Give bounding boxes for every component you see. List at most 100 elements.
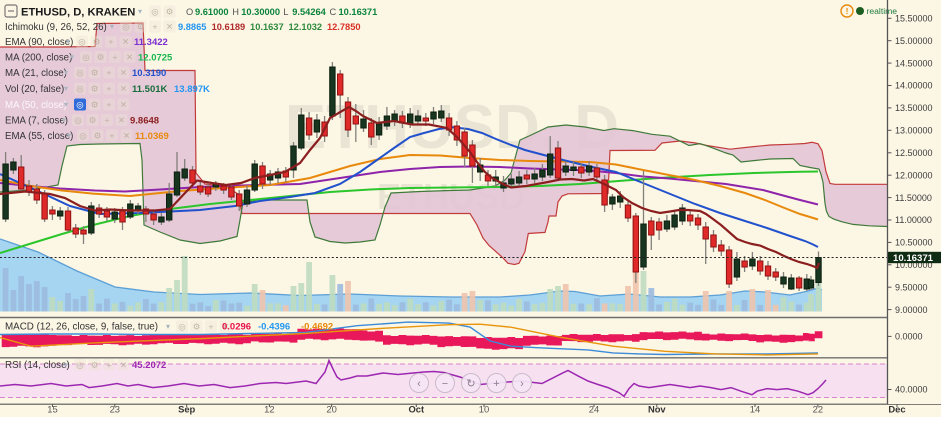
svg-text:+: + <box>107 84 112 94</box>
svg-text:⚙: ⚙ <box>166 7 174 17</box>
svg-text:◎: ◎ <box>76 68 84 78</box>
svg-text:⚙: ⚙ <box>91 100 99 110</box>
svg-text:45.2072: 45.2072 <box>132 360 166 371</box>
svg-text:12.00000: 12.00000 <box>895 170 933 180</box>
svg-text:◎: ◎ <box>76 84 84 94</box>
svg-text:11.50000: 11.50000 <box>895 193 932 203</box>
svg-text:⚙: ⚙ <box>91 68 99 78</box>
svg-text:◎: ◎ <box>122 22 130 32</box>
svg-text:◎: ◎ <box>74 115 82 125</box>
svg-text:10.16371: 10.16371 <box>893 253 934 264</box>
svg-text:⚙: ⚙ <box>91 360 99 370</box>
svg-text:9.8648: 9.8648 <box>130 115 159 126</box>
svg-text:✕: ✕ <box>123 131 130 141</box>
svg-text:+: + <box>209 322 214 332</box>
svg-text:+: + <box>105 115 110 125</box>
svg-text:10.16371: 10.16371 <box>339 7 378 17</box>
svg-text:+: + <box>113 52 118 62</box>
svg-text:⚙: ⚙ <box>193 322 201 332</box>
svg-text:10.1637: 10.1637 <box>250 22 284 32</box>
svg-text:⚙: ⚙ <box>137 22 145 32</box>
svg-text:Vol (20, false): Vol (20, false) <box>5 84 64 95</box>
svg-text:+: + <box>109 37 114 47</box>
svg-text:◎: ◎ <box>78 37 86 47</box>
svg-text:▾: ▾ <box>138 7 142 16</box>
svg-text:▾: ▾ <box>166 322 170 331</box>
svg-text:+: + <box>153 22 158 32</box>
svg-text:10.6189: 10.6189 <box>212 22 246 32</box>
svg-text:10.30000: 10.30000 <box>241 7 280 17</box>
svg-text:-0.4396: -0.4396 <box>258 322 290 333</box>
svg-text:◎: ◎ <box>76 100 84 110</box>
svg-text:9.50000: 9.50000 <box>895 282 928 292</box>
svg-text:›: › <box>520 378 524 390</box>
svg-text:MACD (12, 26, close, 9, false,: MACD (12, 26, close, 9, false, true) <box>5 322 158 333</box>
svg-text:◎: ◎ <box>76 360 84 370</box>
svg-text:MA (200, close): MA (200, close) <box>5 52 72 63</box>
svg-text:−: − <box>442 378 448 390</box>
svg-text:40.0000: 40.0000 <box>895 385 928 395</box>
svg-text:12.1032: 12.1032 <box>289 22 323 32</box>
svg-text:✕: ✕ <box>120 100 127 110</box>
svg-text:9.54264: 9.54264 <box>292 7 326 17</box>
svg-text:✕: ✕ <box>120 84 127 94</box>
svg-text:9.00000: 9.00000 <box>895 305 928 315</box>
svg-text:C: C <box>330 7 337 17</box>
svg-text:◎: ◎ <box>151 7 159 17</box>
svg-text:▾: ▾ <box>62 116 66 125</box>
svg-text:⚙: ⚙ <box>89 115 97 125</box>
svg-text:✕: ✕ <box>120 68 127 78</box>
svg-text:◎: ◎ <box>79 131 87 141</box>
svg-text:13.50000: 13.50000 <box>895 103 933 113</box>
svg-text:L: L <box>283 7 288 17</box>
svg-text:10.50000: 10.50000 <box>895 238 933 248</box>
svg-text:O: O <box>186 7 193 17</box>
svg-text:✕: ✕ <box>118 115 125 125</box>
svg-text:+: + <box>110 131 115 141</box>
svg-text:✕: ✕ <box>122 37 129 47</box>
svg-text:13.897K: 13.897K <box>174 84 210 95</box>
svg-text:EMA (7, close): EMA (7, close) <box>5 115 68 126</box>
svg-text:-0.4692: -0.4692 <box>301 322 333 333</box>
svg-text:◎: ◎ <box>178 322 186 332</box>
svg-text:10.3190: 10.3190 <box>132 68 166 79</box>
svg-text:⚙: ⚙ <box>91 84 99 94</box>
svg-text:Ichimoku (9, 26, 52, 26): Ichimoku (9, 26, 52, 26) <box>5 22 107 33</box>
svg-text:+: + <box>107 360 112 370</box>
svg-text:MA (50, close): MA (50, close) <box>5 100 67 111</box>
svg-text:12.0725: 12.0725 <box>138 52 173 63</box>
svg-text:11.0369: 11.0369 <box>135 131 169 142</box>
svg-text:▾: ▾ <box>64 100 68 109</box>
svg-text:▾: ▾ <box>70 53 74 62</box>
svg-text:◎: ◎ <box>82 52 90 62</box>
svg-text:▾: ▾ <box>67 131 71 140</box>
svg-text:‹: ‹ <box>417 378 421 390</box>
svg-text:EMA (55, close): EMA (55, close) <box>5 131 73 142</box>
svg-text:+: + <box>107 100 112 110</box>
svg-text:9.8865: 9.8865 <box>178 22 206 32</box>
svg-text:ETHUSD, D, KRAKEN: ETHUSD, D, KRAKEN <box>21 7 135 19</box>
svg-text:H: H <box>232 7 239 17</box>
svg-text:11.00000: 11.00000 <box>895 215 932 225</box>
svg-text:0.0000: 0.0000 <box>895 332 923 342</box>
svg-text:15.50000: 15.50000 <box>895 14 933 24</box>
svg-text:12.50000: 12.50000 <box>895 148 933 158</box>
svg-text:MA (21, close): MA (21, close) <box>5 68 67 79</box>
svg-text:realtime: realtime <box>867 6 898 16</box>
svg-text:14.00000: 14.00000 <box>895 81 933 91</box>
svg-text:✕: ✕ <box>126 52 133 62</box>
svg-text:↻: ↻ <box>466 378 475 390</box>
svg-text:11.3422: 11.3422 <box>134 37 168 48</box>
svg-text:15.00000: 15.00000 <box>895 36 933 46</box>
svg-text:✕: ✕ <box>166 22 173 32</box>
svg-text:14.50000: 14.50000 <box>895 58 933 68</box>
svg-text:+: + <box>107 68 112 78</box>
svg-text:⚙: ⚙ <box>94 131 102 141</box>
svg-text:▾: ▾ <box>64 361 68 370</box>
svg-text:12.7850: 12.7850 <box>327 22 361 32</box>
svg-text:13.00000: 13.00000 <box>895 126 933 136</box>
svg-text:RSI (14, close): RSI (14, close) <box>5 360 70 371</box>
svg-text:▾: ▾ <box>64 84 68 93</box>
svg-text:0.0296: 0.0296 <box>222 322 251 333</box>
svg-text:!: ! <box>846 6 849 16</box>
